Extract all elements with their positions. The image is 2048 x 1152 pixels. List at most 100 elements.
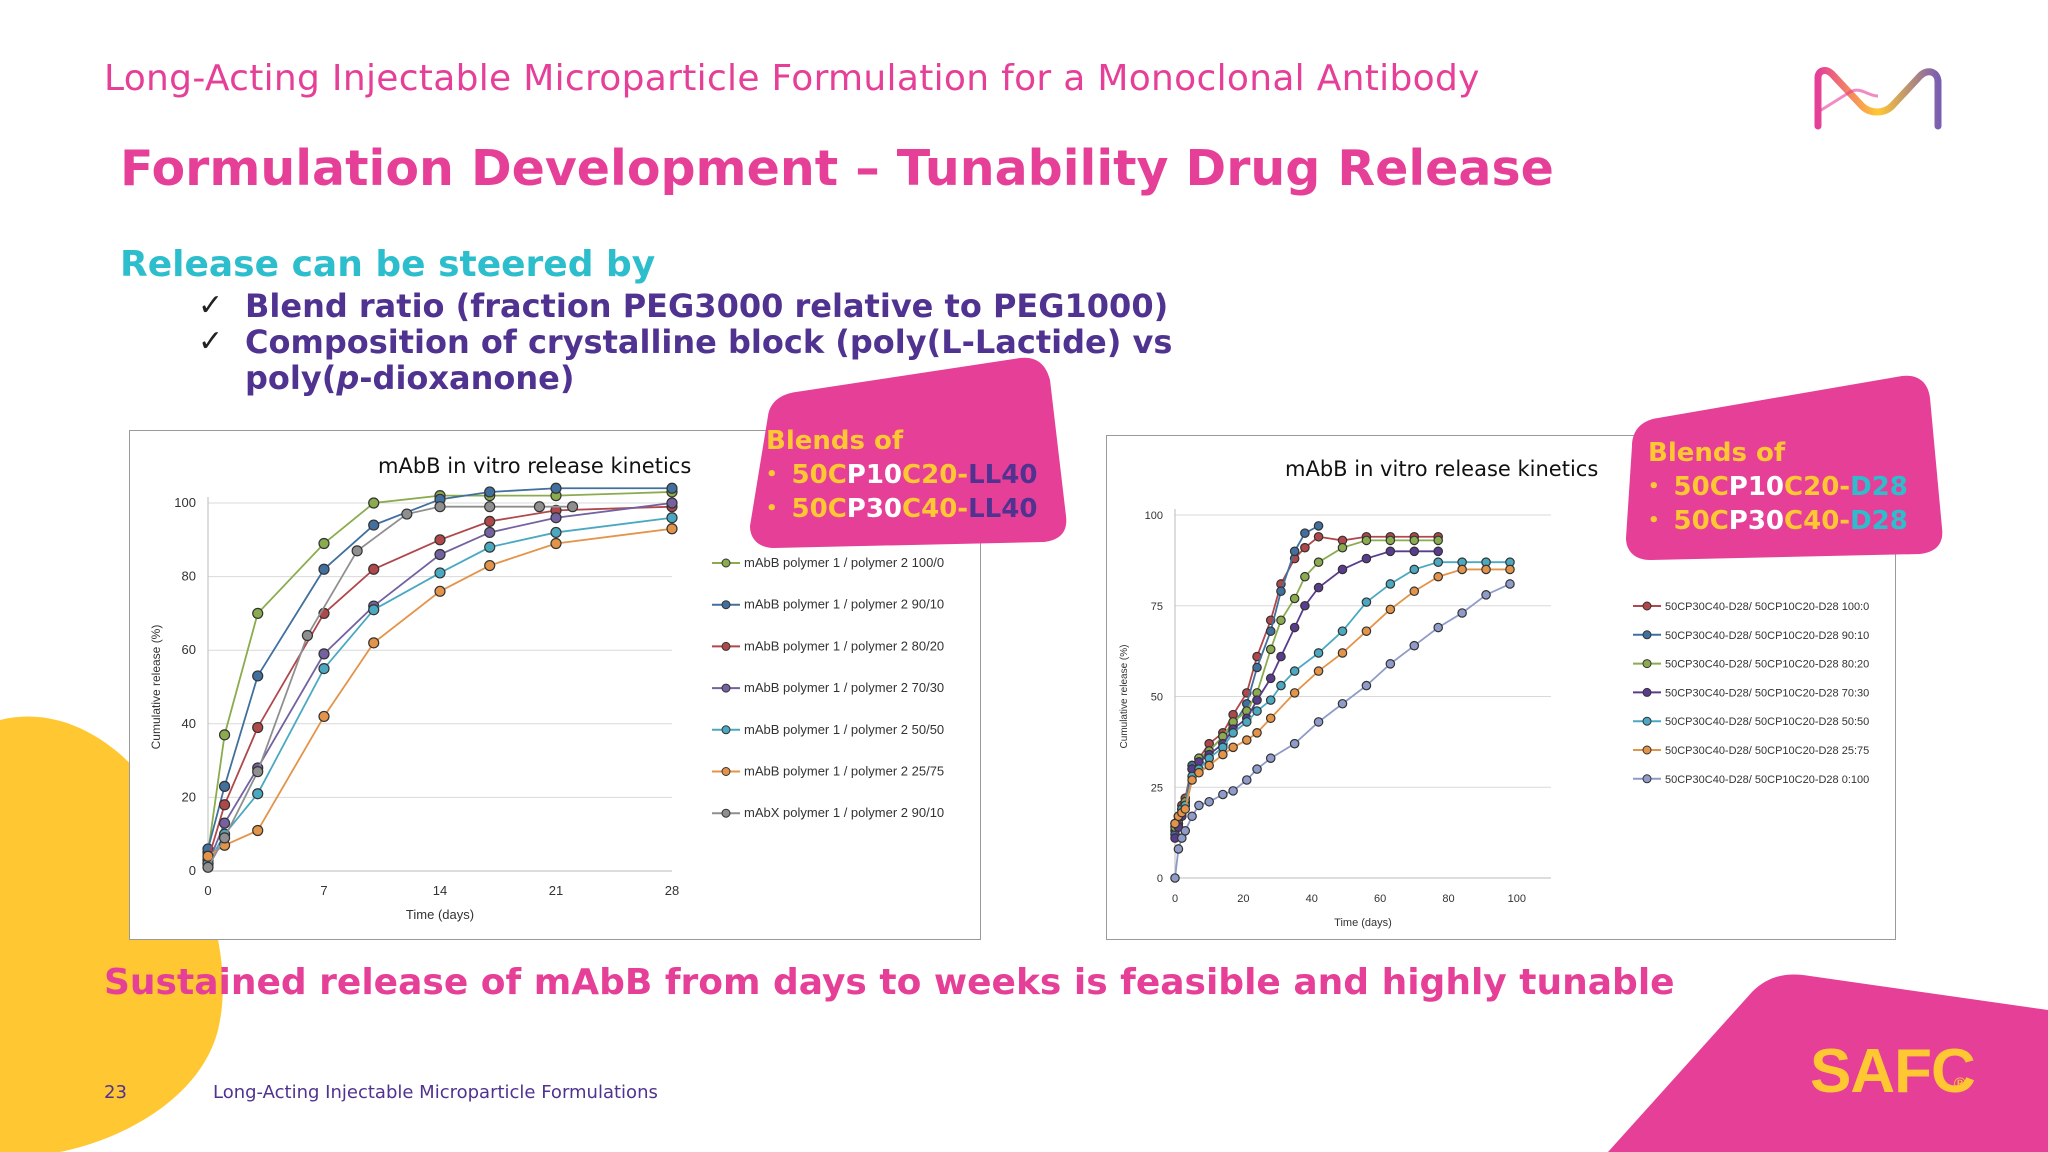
data-point: [533, 501, 546, 513]
legend-label: mAbB polymer 1 / polymer 2 90/10: [744, 597, 944, 612]
data-point: [1433, 571, 1443, 582]
data-point: [368, 637, 380, 649]
data-point: [401, 508, 413, 520]
data-point: [1241, 735, 1252, 745]
data-point: [1228, 727, 1238, 738]
data-point: [1265, 695, 1276, 705]
data-point: [1337, 564, 1348, 575]
safc-logo: SAFC: [1810, 1037, 1976, 1106]
series-line: [1174, 568, 1510, 824]
legend-label: 50CP30C40-D28/ 50CP10C20-D28 80:20: [1665, 659, 1869, 671]
badge-right-line2: • 50CP30C40-D28: [1648, 506, 1908, 536]
data-point: [434, 567, 446, 579]
data-point: [202, 850, 214, 862]
legend-label: mAbB polymer 1 / polymer 2 50/50: [744, 722, 944, 737]
legend-label: mAbB polymer 1 / polymer 2 70/30: [744, 680, 944, 695]
data-point: [1276, 586, 1286, 597]
legend-marker: [721, 641, 731, 651]
data-point: [1457, 608, 1467, 618]
checkmark-icon: ✓: [198, 288, 224, 323]
bullet-blend-ratio: Blend ratio (fraction PEG3000 relative t…: [245, 287, 1169, 325]
data-point: [434, 534, 446, 546]
data-point: [484, 486, 496, 498]
legend-label: mAbX polymer 1 / polymer 2 90/10: [744, 805, 944, 820]
legend-marker: [721, 683, 731, 693]
release-chart-left: 0 20 40 60 80 100 0 7 14 21 28 Time (days) Cumulativ…: [149, 482, 944, 922]
data-point: [550, 512, 562, 524]
badge-right-shape: [1626, 375, 1943, 560]
data-point: [550, 537, 562, 550]
legend-label: mAbB polymer 1 / polymer 2 80/20: [744, 638, 944, 653]
data-point: [1385, 546, 1396, 557]
data-point: [1276, 680, 1286, 691]
legend-marker: [1642, 687, 1652, 697]
legend-label: 50CP30C40-D28/ 50CP10C20-D28 25:75: [1665, 745, 1869, 757]
data-point: [1409, 586, 1420, 597]
data-point: [1433, 546, 1443, 557]
chart-right-frame: 0 25 50 75 100 0 20 40 60 80 100 Time (days) Cumulat…: [1106, 435, 1896, 940]
steer-heading: Release can be steered by: [120, 244, 656, 285]
data-point: [218, 780, 231, 792]
data-point: [368, 519, 380, 531]
data-point: [1180, 826, 1191, 836]
data-point: [484, 501, 496, 513]
data-point: [1313, 666, 1324, 676]
data-point: [1313, 557, 1324, 567]
y-tick-label: 100: [1145, 510, 1163, 522]
data-point: [1300, 571, 1310, 582]
footer-text: Long-Acting Injectable Microparticle For…: [213, 1082, 658, 1103]
chart-left-title: mAbB in vitro release kinetics: [378, 454, 692, 478]
data-point: [1194, 800, 1204, 811]
data-point: [1218, 789, 1228, 800]
data-point: [1170, 873, 1180, 883]
release-chart-right: 0 25 50 75 100 0 20 40 60 80 100 Time (days) Cumulat…: [1119, 509, 1869, 929]
y-axis-label: Cumulative release (%): [1119, 645, 1130, 749]
legend-label: 50CP30C40-D28/ 50CP10C20-D28 100:0: [1665, 601, 1869, 613]
data-point: [666, 523, 678, 535]
bullet-composition-line1: Composition of crystalline block (poly(L…: [245, 323, 1173, 361]
data-point: [252, 788, 264, 800]
data-point: [1289, 738, 1300, 749]
data-point: [1505, 564, 1515, 575]
data-point: [484, 526, 496, 539]
data-point: [1180, 804, 1191, 814]
legend-label: 50CP30C40-D28/ 50CP10C20-D28 50:50: [1665, 716, 1869, 728]
badge-right: Blends of • 50CP10C20-D28 • 50CP30C40-D28: [1648, 436, 1908, 538]
badge-left-heading: Blends of: [766, 426, 904, 456]
data-point: [666, 512, 678, 524]
data-point: [484, 515, 496, 528]
data-point: [1204, 760, 1214, 771]
series-line: [207, 491, 673, 853]
legend-marker: [721, 767, 731, 776]
slide-title: Formulation Development – Tunability Dru…: [120, 140, 1554, 197]
x-tick-label: 14: [433, 883, 447, 898]
badge-left-line2: • 50CP30C40-LL40: [766, 494, 1038, 524]
data-point: [1265, 713, 1276, 724]
y-tick-label: 40: [182, 716, 196, 731]
x-axis-label: Time (days): [406, 907, 474, 922]
data-point: [318, 537, 330, 550]
data-point: [1313, 717, 1324, 727]
data-point: [1313, 521, 1324, 531]
data-point: [1361, 626, 1372, 636]
data-point: [1265, 644, 1276, 655]
y-tick-label: 100: [174, 495, 196, 510]
legend-marker: [721, 808, 731, 818]
data-point: [1481, 590, 1491, 600]
data-point: [1241, 775, 1252, 785]
badge-left-shape: [750, 357, 1067, 548]
data-point: [1505, 579, 1515, 589]
data-point: [252, 766, 264, 778]
data-point: [368, 604, 380, 616]
data-point: [1409, 640, 1420, 651]
chart-right-title: mAbB in vitro release kinetics: [1285, 457, 1599, 481]
legend-label: mAbB polymer 1 / polymer 2 100/0: [744, 555, 944, 570]
merck-logo-icon: [1814, 67, 1942, 130]
data-point: [1385, 535, 1396, 546]
data-point: [1337, 698, 1348, 709]
data-point: [566, 501, 579, 513]
series-line: [1174, 583, 1511, 879]
x-tick-label: 0: [1172, 893, 1178, 905]
data-point: [1194, 767, 1204, 778]
data-point: [484, 541, 496, 553]
